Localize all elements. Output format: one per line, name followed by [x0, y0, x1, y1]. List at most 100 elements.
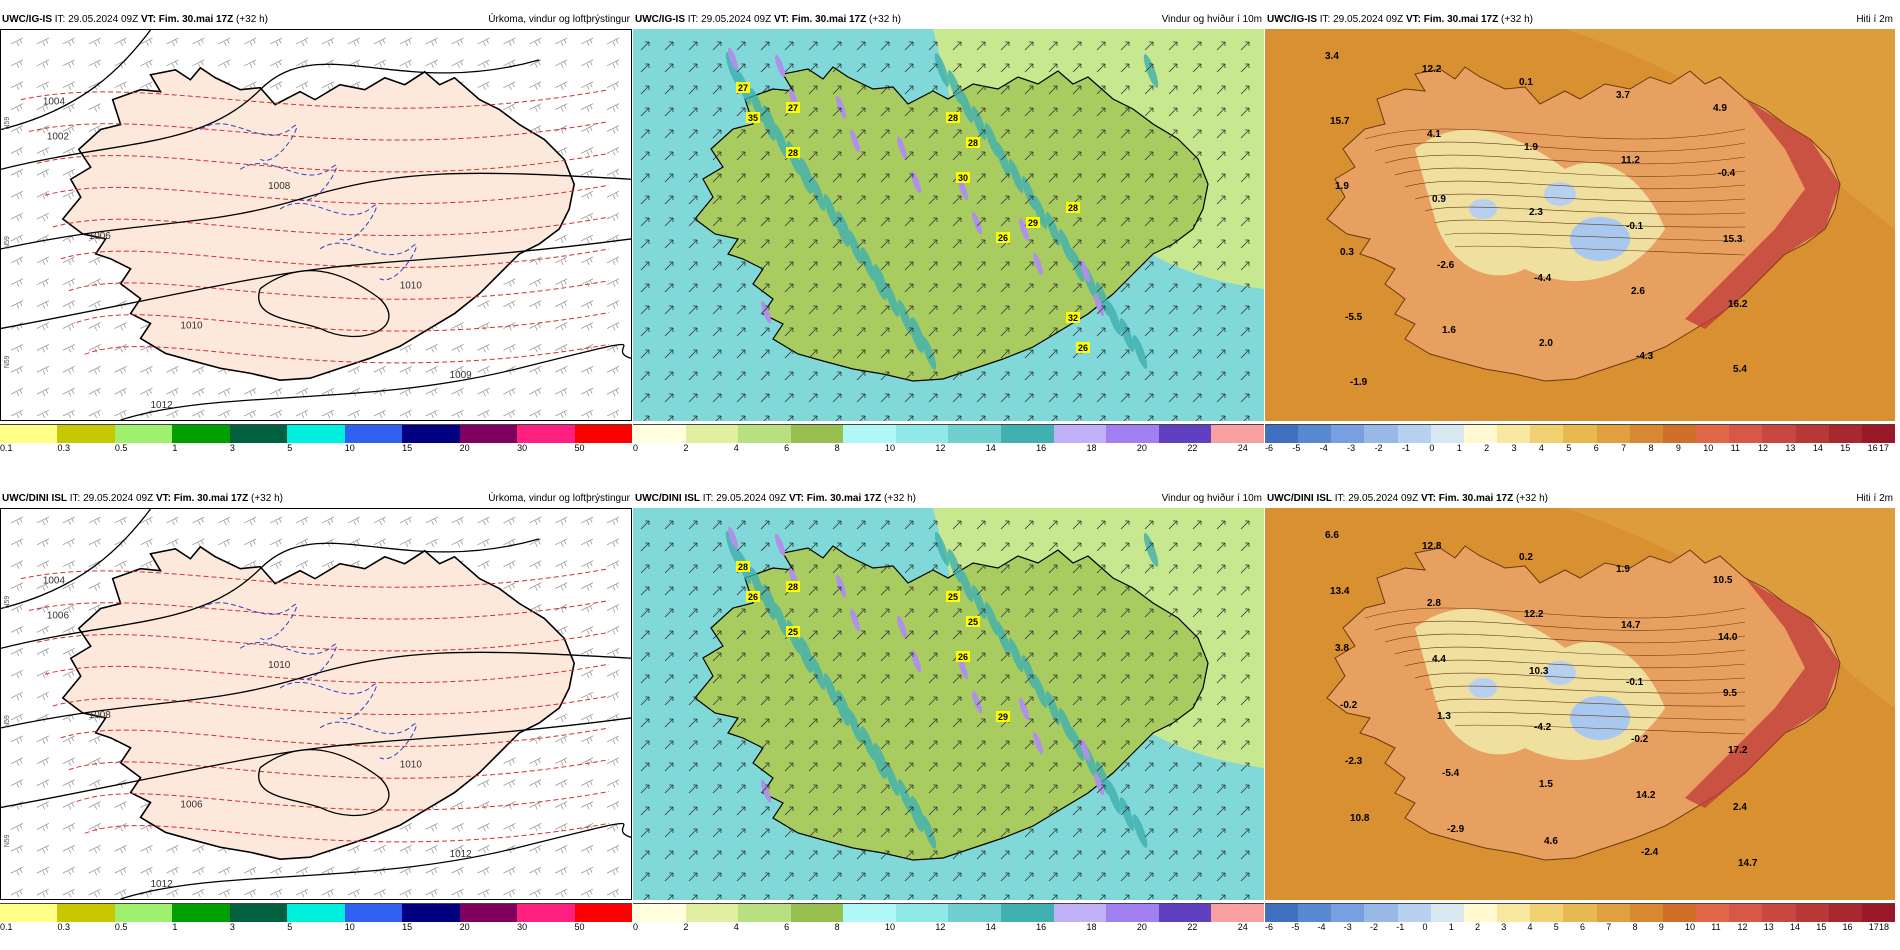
wind-barb [580, 322, 594, 331]
temperature-label: 4.1 [1427, 129, 1441, 140]
wind-arrow [1072, 806, 1082, 816]
wind-arrow [976, 217, 986, 227]
wind-barb [529, 81, 542, 90]
temp-map[interactable]: 6.6 12.8 0.2 1.9 10.5 13.4 2.8 12.2 14.7 14.0 3.8 4… [1265, 508, 1895, 900]
wind-arrow [1144, 107, 1154, 117]
wind-arrow [1120, 608, 1130, 618]
wind-barb [295, 81, 309, 90]
wind-arrow [880, 740, 890, 750]
wind-map[interactable]: 28 26 28 25 25 25 26 29 [633, 508, 1264, 900]
wind-arrow [664, 762, 674, 772]
wind-arrow [736, 696, 746, 706]
wind-barb [555, 888, 568, 898]
wind-arrow [640, 217, 650, 227]
wind-arrow [1216, 806, 1226, 816]
wind-barb [399, 59, 412, 68]
temperature-contour [1364, 128, 1746, 140]
colorbar-swatch [1463, 904, 1498, 922]
gust-streak [860, 247, 876, 281]
wind-arrow [976, 41, 986, 51]
wind-barb [503, 823, 516, 832]
wind-arrow [808, 784, 818, 794]
colorbar-swatch [229, 904, 288, 922]
colorbar-swatch [1497, 904, 1531, 922]
wind-arrow [640, 828, 650, 838]
wind-arrow [664, 151, 674, 161]
wind-arrow [640, 283, 650, 293]
wind-arrow [1192, 608, 1202, 618]
wind-arrow [784, 696, 794, 706]
precip-map[interactable]: 1004 1002 1006 1008 1010 1010 1012 1009 N59 N59 N5… [0, 29, 632, 421]
wind-arrow [1168, 305, 1178, 315]
wind-barb [451, 59, 464, 68]
gust-patch [1094, 293, 1104, 317]
wind-barb [88, 409, 101, 419]
colorbar-swatch [790, 904, 844, 922]
gust-streak [947, 549, 963, 583]
wind-arrow [880, 41, 890, 51]
gust-streak [1119, 318, 1135, 352]
wind-arrow [880, 608, 890, 618]
wind-arrow [1192, 393, 1202, 403]
gust-streak [1021, 655, 1037, 689]
colorbar-swatch [114, 425, 173, 443]
init-time: 29.05.2024 09Z [1348, 493, 1419, 504]
wind-arrow [736, 41, 746, 51]
wind-arrow [1000, 327, 1010, 337]
wind-barb [529, 866, 542, 876]
wind-arrow [904, 239, 914, 249]
gust-patch [972, 211, 982, 235]
gust-label-bg [946, 112, 960, 123]
wind-barb [477, 866, 490, 876]
gust-streak [1045, 691, 1061, 725]
wind-barb [36, 365, 50, 375]
wind-arrow [1120, 762, 1130, 772]
wind-arrow [976, 261, 986, 271]
wind-arrow [976, 828, 986, 838]
wind-arrow [880, 696, 890, 706]
wind-colorbar-ticks: 0 2 4 6 8 10 12 14 16 18 20 22 24 [633, 922, 1264, 934]
wind-arrow [1120, 305, 1130, 315]
gust-streak [958, 568, 974, 602]
wind-arrow [664, 349, 674, 359]
wind-arrow [640, 349, 650, 359]
temperature-contour [52, 216, 610, 237]
wind-arrow [1096, 630, 1106, 640]
colorbar-swatch [57, 904, 115, 922]
wind-arrow [928, 718, 938, 728]
temperature-contour [1374, 141, 1746, 152]
wind-arrow [976, 652, 986, 662]
wind-arrow [640, 542, 650, 552]
wind-arrow [712, 151, 722, 161]
wind-arrow [976, 608, 986, 618]
wind-barb [114, 387, 127, 397]
gust-streak [971, 106, 987, 140]
wind-arrow [640, 107, 650, 117]
wind-arrow [1240, 239, 1250, 249]
wind-arrow [856, 327, 866, 337]
wind-arrow [952, 762, 962, 772]
wind-arrow [763, 894, 770, 900]
wind-arrow [1000, 261, 1010, 271]
wind-arrow [1168, 586, 1178, 596]
gust-patch [958, 177, 968, 201]
wind-arrow [856, 872, 866, 882]
wind-arrow [640, 195, 650, 205]
wind-arrow [1144, 327, 1154, 337]
temperature-label: 3.4 [1325, 51, 1339, 62]
wind-arrow [1192, 129, 1202, 139]
precip-map[interactable]: 1004 1006 1008 1010 1006 1010 1012 1012 N59 N59 N5… [0, 508, 632, 900]
wind-arrow [952, 828, 962, 838]
colorbar-swatch [1331, 904, 1365, 922]
wind-map[interactable]: 27 35 27 28 28 28 30 26 29 28 32 26 [633, 29, 1264, 421]
temp-map-svg: 3.412.20.13.74.915.74.11.911.2-0.41.90.9… [1265, 29, 1895, 421]
temp-map[interactable]: 3.4 12.2 0.1 3.7 4.9 15.7 4.1 1.9 11.2 -0.4 1.9 0.9… [1265, 29, 1895, 421]
gust-streak [908, 319, 924, 353]
wind-arrow [1216, 217, 1226, 227]
wind-barb [477, 516, 490, 526]
wind-arrow [1192, 542, 1202, 552]
wind-arrow [784, 608, 794, 618]
wind-arrow [712, 239, 722, 249]
wind-arrow [1216, 173, 1226, 183]
